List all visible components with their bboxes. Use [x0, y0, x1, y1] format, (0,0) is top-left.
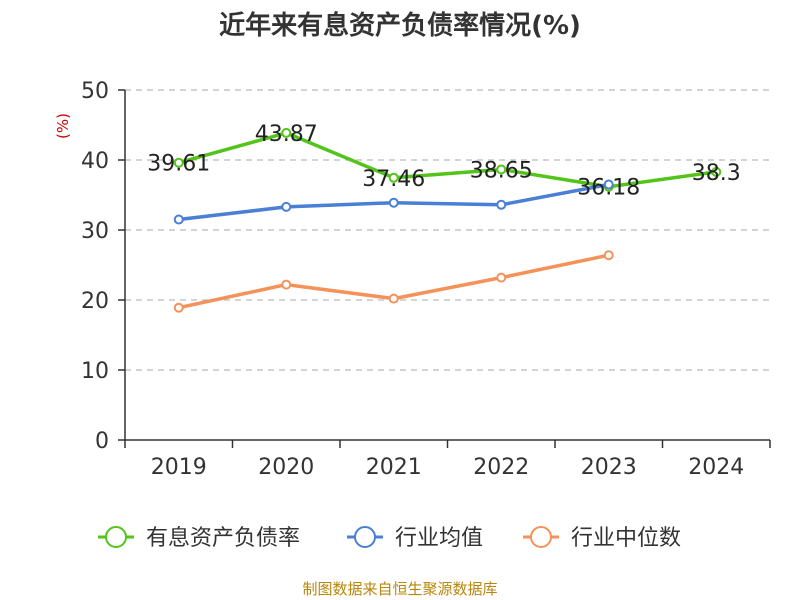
data-source-note: 制图数据来自恒生聚源数据库 — [302, 580, 497, 598]
axes: 0 10 20 30 40 50 2019 2020 2021 2022 2023 2024 — [81, 79, 771, 480]
data-label: 38.3 — [692, 161, 741, 186]
legend-label: 行业均值 — [395, 526, 483, 551]
y-tick-label: 20 — [81, 289, 109, 314]
data-label: 43.87 — [255, 122, 318, 147]
data-point — [173, 157, 184, 168]
x-tick-label: 2023 — [581, 455, 637, 480]
data-point — [496, 199, 507, 210]
y-tick-label: 0 — [95, 429, 109, 454]
data-point — [496, 272, 507, 283]
x-tick-label: 2021 — [366, 455, 422, 480]
data-point — [388, 293, 399, 304]
legend-swatch-marker — [105, 526, 127, 548]
legend: 有息资产负债率 行业均值 行业中位数 — [98, 526, 681, 551]
legend-swatch-marker — [354, 526, 376, 548]
legend-label: 行业中位数 — [571, 526, 681, 551]
data-point — [388, 197, 399, 208]
y-axis-unit-label: (%) — [54, 113, 72, 139]
series-line — [178, 131, 717, 189]
data-point — [603, 179, 614, 190]
y-tick-label: 10 — [81, 359, 109, 384]
data-point — [281, 279, 292, 290]
legend-swatch-marker — [530, 526, 552, 548]
grid-lines — [125, 89, 770, 371]
data-labels: 39.61 43.87 37.46 38.65 36.18 38.3 — [147, 122, 740, 201]
y-tick-label: 50 — [81, 79, 109, 104]
data-point — [496, 164, 507, 175]
legend-label: 有息资产负债率 — [146, 526, 300, 551]
data-label: 38.65 — [470, 158, 533, 183]
data-label: 37.46 — [362, 167, 425, 192]
data-point — [281, 127, 292, 138]
data-label: 36.18 — [577, 176, 640, 201]
y-tick-label: 40 — [81, 149, 109, 174]
x-tick-label: 2020 — [258, 455, 314, 480]
chart-title: 近年来有息资产负债率情况(%) — [219, 10, 581, 41]
data-point — [173, 214, 184, 225]
data-point — [711, 166, 722, 177]
data-point — [281, 201, 292, 212]
data-point — [603, 250, 614, 261]
y-tick-label: 30 — [81, 219, 109, 244]
x-tick-label: 2022 — [473, 455, 529, 480]
series-layer — [173, 127, 722, 313]
data-point — [173, 302, 184, 313]
data-label: 39.61 — [147, 152, 210, 177]
x-tick-label: 2019 — [151, 455, 207, 480]
data-point — [388, 172, 399, 183]
x-tick-label: 2024 — [688, 455, 744, 480]
